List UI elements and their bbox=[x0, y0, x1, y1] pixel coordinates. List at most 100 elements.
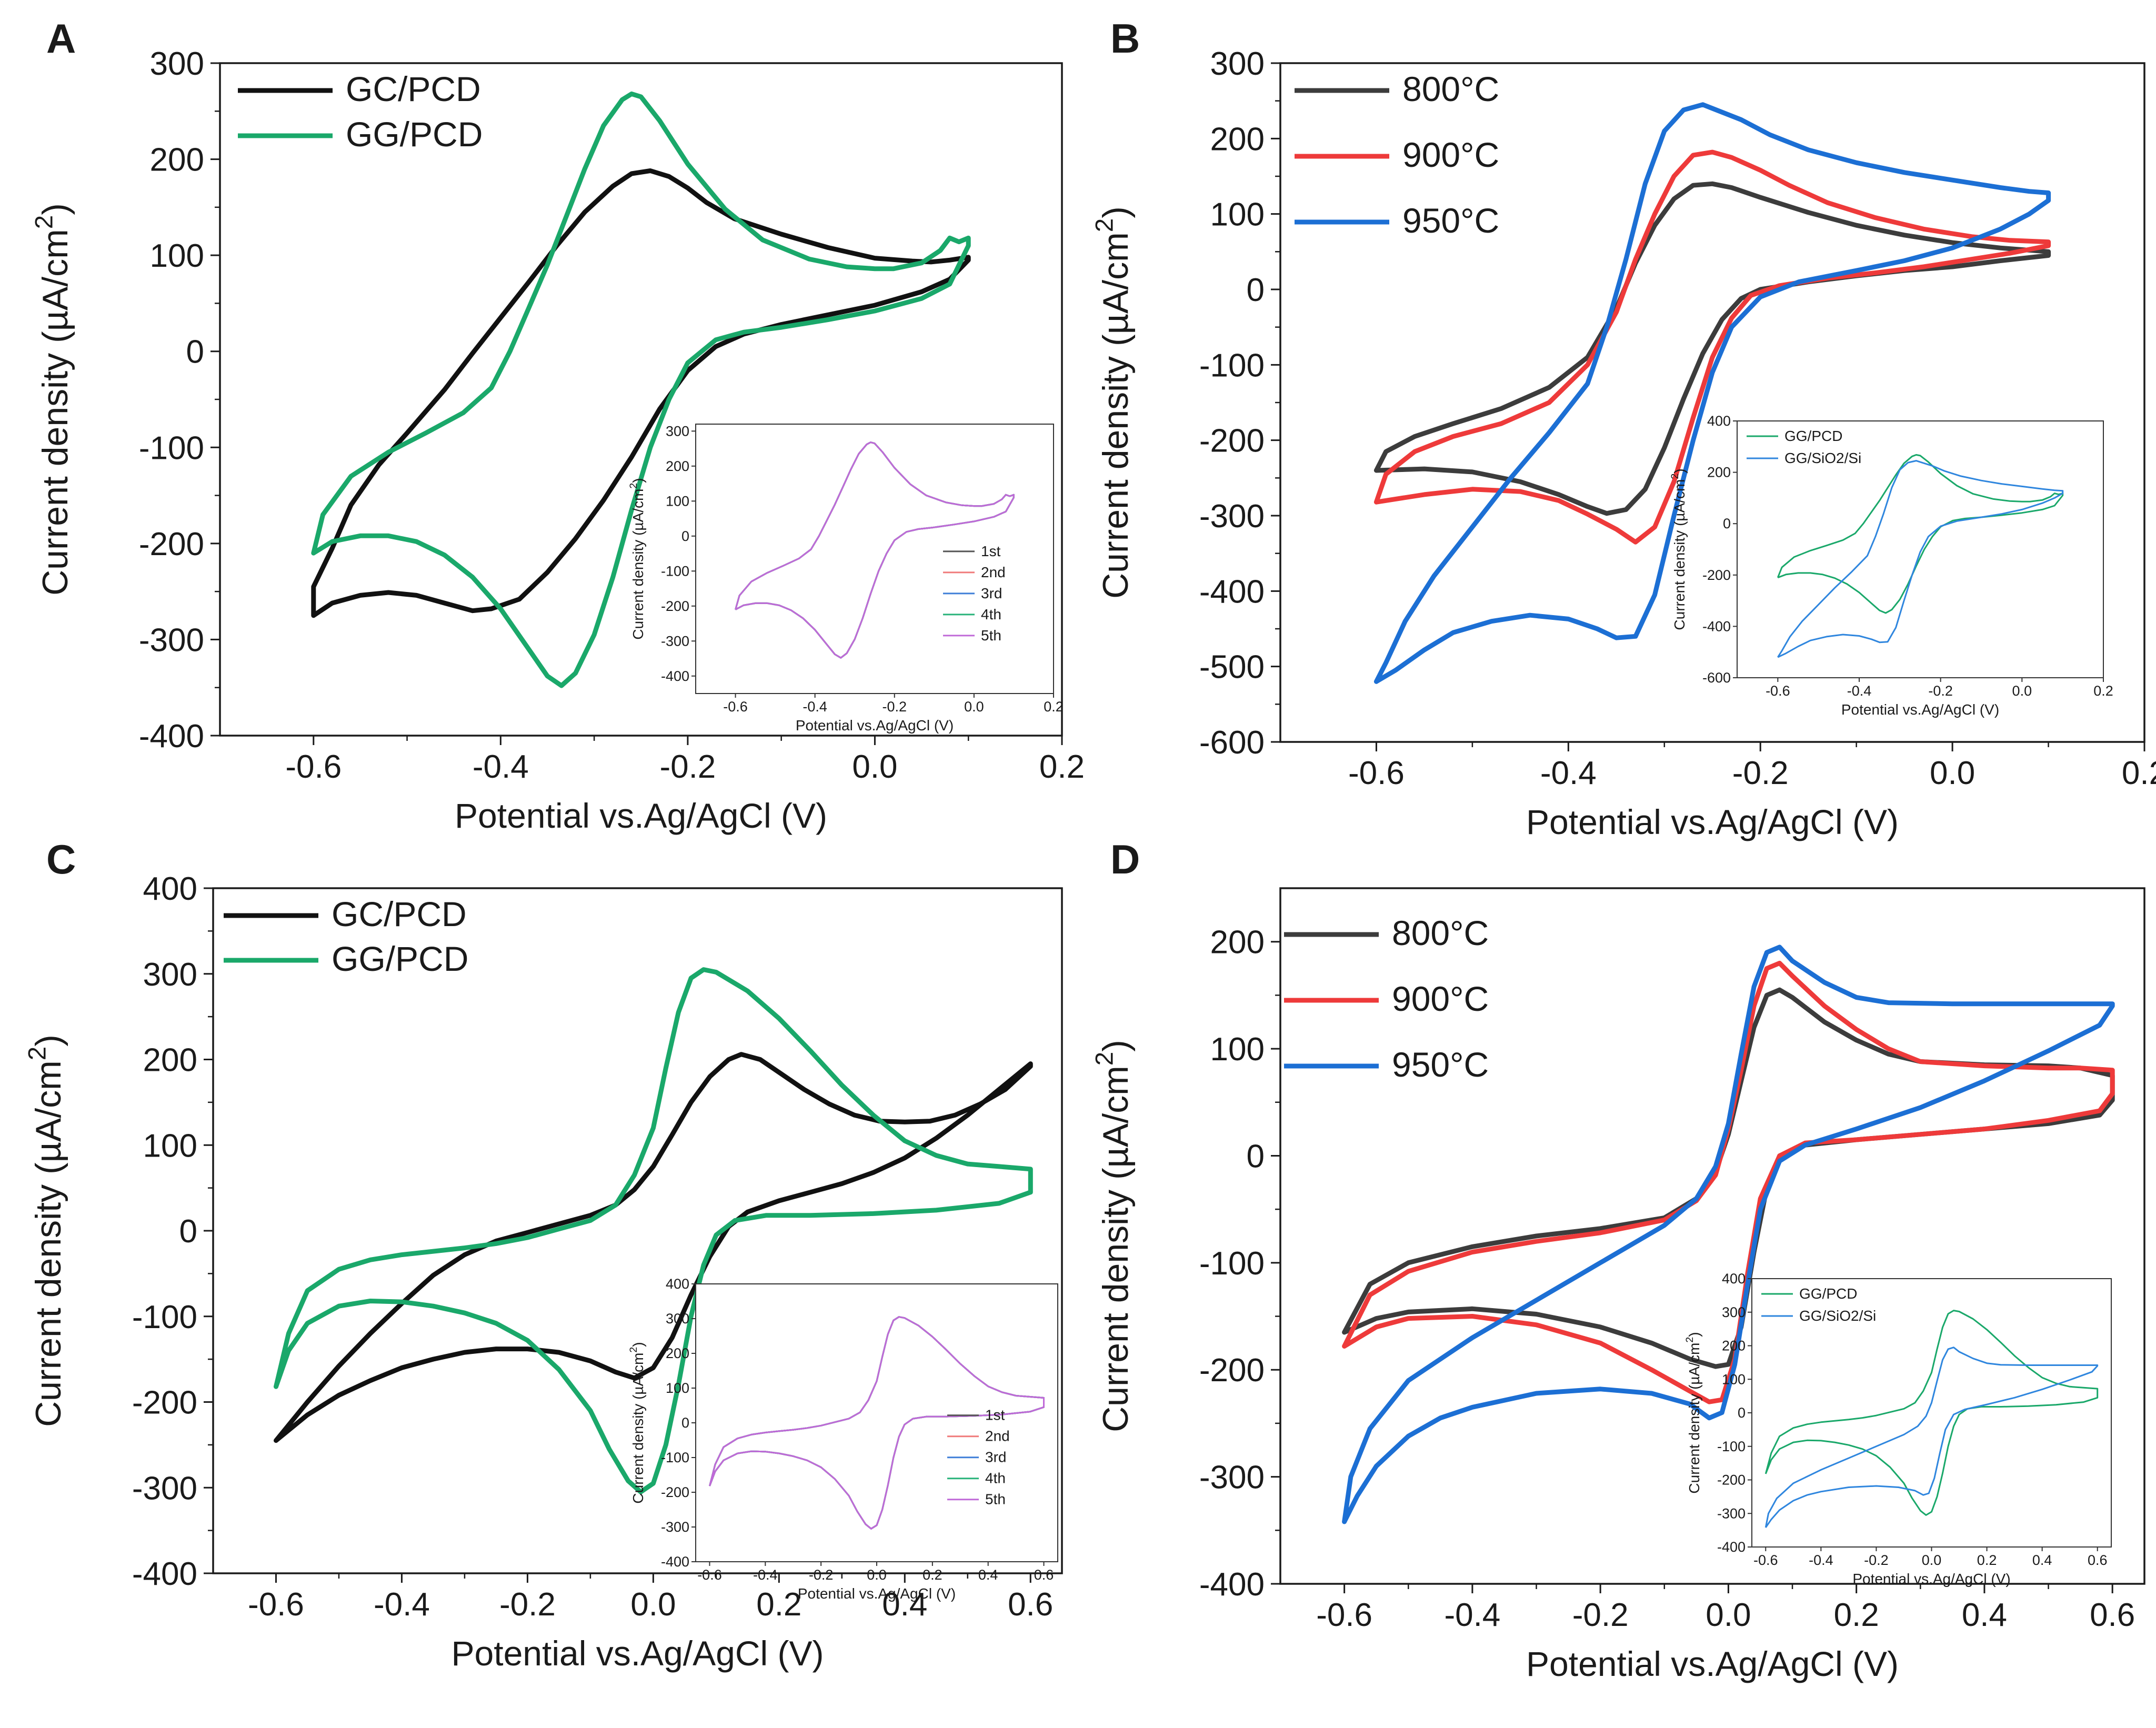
inset-x-tick-label: 0.2 bbox=[922, 1567, 942, 1583]
series-line-GC/PCD bbox=[274, 1052, 1033, 1443]
inset-x-tick-label: -0.6 bbox=[723, 699, 748, 715]
inset-x-tick-label: -0.2 bbox=[1928, 683, 1953, 699]
inset-frame bbox=[1737, 420, 2104, 678]
ylabel-close: ) bbox=[630, 478, 646, 483]
ylabel-close: ) bbox=[28, 1034, 68, 1047]
y-tick-label: 0 bbox=[1247, 272, 1265, 308]
y-axis-label: Current density (µA/cm2) bbox=[23, 1034, 68, 1427]
inset-y-tick-label: 400 bbox=[1707, 413, 1731, 429]
x-tick-label: 0.2 bbox=[1834, 1597, 1879, 1633]
inset-y-tick-label: 300 bbox=[1722, 1304, 1746, 1320]
series-line-GG/PCD bbox=[311, 91, 971, 688]
inset-x-tick-label: -0.2 bbox=[809, 1567, 834, 1583]
ylabel-main: Current density (µA/cm bbox=[630, 1353, 646, 1504]
ylabel-superscript: 2 bbox=[30, 215, 58, 229]
y-axis-label: Current density (µA/cm2) bbox=[1090, 206, 1136, 599]
y-tick-label: -400 bbox=[1199, 574, 1265, 610]
inset-y-tick-label: 200 bbox=[666, 458, 689, 474]
inset-x-tick-label: -0.4 bbox=[753, 1567, 778, 1583]
ylabel-main: Current density (µA/cm bbox=[630, 489, 646, 640]
legend-label: GG/PCD bbox=[332, 939, 468, 978]
y-tick-label: 0 bbox=[179, 1213, 197, 1250]
series-line-GC/PCD bbox=[311, 168, 971, 618]
inset-y-tick-label: 100 bbox=[1722, 1371, 1746, 1387]
x-tick-label: 0.0 bbox=[852, 749, 897, 785]
legend-label: 800°C bbox=[1392, 913, 1489, 952]
inset-y-tick-label: -400 bbox=[1702, 618, 1731, 634]
x-tick-label: -0.2 bbox=[659, 749, 716, 785]
y-tick-label: 100 bbox=[150, 238, 204, 274]
y-axis-label: Current density (µA/cm2) bbox=[30, 203, 75, 596]
panel-label: B bbox=[1110, 15, 1140, 62]
y-tick-label: -300 bbox=[139, 622, 204, 658]
inset-series-GG/SiO2/Si bbox=[1764, 1347, 2099, 1528]
inset-x-tick-label: -0.4 bbox=[1809, 1552, 1833, 1568]
inset-y-tick-label: -400 bbox=[1717, 1539, 1746, 1555]
y-tick-label: -400 bbox=[1199, 1566, 1265, 1603]
y-axis-label: Current density (µA/cm2) bbox=[1090, 1040, 1136, 1432]
ylabel-superscript: 2 bbox=[1090, 1052, 1118, 1066]
inset-frame bbox=[695, 1283, 1058, 1562]
inset-x-tick-label: 0.2 bbox=[1044, 699, 1064, 715]
ylabel-main: Current density (µA/cm bbox=[35, 229, 75, 596]
inset-frame bbox=[695, 424, 1054, 694]
inset-y-tick-label: 0 bbox=[1738, 1405, 1746, 1421]
inset-x-tick-label: -0.4 bbox=[803, 699, 827, 715]
inset-y-tick-label: -600 bbox=[1702, 670, 1731, 686]
ylabel-close: ) bbox=[1671, 468, 1688, 473]
inset-y-tick-label: 200 bbox=[666, 1345, 689, 1361]
legend-label: GC/PCD bbox=[346, 69, 481, 108]
y-tick-label: 100 bbox=[1210, 1031, 1265, 1068]
inset-x-tick-label: 0.0 bbox=[964, 699, 984, 715]
inset-legend-label: 1st bbox=[985, 1407, 1005, 1423]
inset-y-tick-label: -400 bbox=[661, 668, 689, 684]
legend-label: 900°C bbox=[1392, 979, 1489, 1018]
inset-x-tick-label: -0.6 bbox=[697, 1567, 722, 1583]
inset-y-tick-label: 200 bbox=[1707, 465, 1731, 480]
inset-chart: -0.6 -0.4 -0.2 0.0 0.2 0.4 0.6 -400 -300 -200 -100… bbox=[628, 1276, 1058, 1602]
inset-x-tick-label: -0.2 bbox=[883, 699, 907, 715]
ylabel-superscript: 2 bbox=[628, 483, 639, 489]
x-tick-label: -0.2 bbox=[499, 1586, 556, 1623]
y-tick-label: 200 bbox=[1210, 925, 1265, 961]
inset-y-tick-label: -300 bbox=[661, 633, 689, 649]
inset-x-tick-label: 0.2 bbox=[1977, 1552, 1997, 1568]
inset-y-tick-label: 200 bbox=[1722, 1338, 1746, 1354]
series-line-900°C bbox=[1373, 149, 2051, 545]
inset-x-tick-label: -0.2 bbox=[1864, 1552, 1889, 1568]
inset-legend-label: GG/SiO2/Si bbox=[1799, 1308, 1876, 1324]
y-tick-label: 300 bbox=[150, 46, 204, 82]
ylabel-close: ) bbox=[1096, 206, 1136, 218]
inset-legend-label: 5th bbox=[981, 627, 1001, 644]
inset-legend-label: 4th bbox=[981, 606, 1001, 622]
inset-x-axis-label: Potential vs.Ag/AgCl (V) bbox=[1852, 1571, 2010, 1587]
inset-y-tick-label: 300 bbox=[666, 423, 689, 439]
x-axis-label: Potential vs.Ag/AgCl (V) bbox=[455, 796, 827, 835]
y-tick-label: -200 bbox=[1199, 423, 1265, 459]
inset-chart: -0.6 -0.4 -0.2 0.0 0.2 -600 -400 -200 0 200 400 Pot… bbox=[1669, 413, 2113, 718]
ylabel-superscript: 2 bbox=[628, 1347, 639, 1353]
inset-y-tick-label: -200 bbox=[1702, 567, 1731, 583]
inset-y-tick-label: -300 bbox=[1717, 1505, 1746, 1521]
y-tick-label: -400 bbox=[132, 1556, 197, 1592]
series-line-GG/PCD bbox=[274, 967, 1033, 1494]
inset-legend-label: 2nd bbox=[981, 564, 1006, 580]
inset-series-5th bbox=[709, 1316, 1045, 1530]
inset-y-tick-label: 0 bbox=[681, 528, 689, 544]
y-tick-label: -400 bbox=[139, 718, 204, 755]
x-tick-label: -0.6 bbox=[1316, 1597, 1372, 1633]
y-tick-label: -200 bbox=[1199, 1352, 1265, 1389]
ylabel-superscript: 2 bbox=[1669, 474, 1681, 479]
inset-x-tick-label: 0.6 bbox=[1034, 1567, 1054, 1583]
legend-label: 950°C bbox=[1392, 1045, 1489, 1084]
inset-frame bbox=[1751, 1278, 2112, 1548]
y-tick-label: 200 bbox=[1210, 121, 1265, 157]
x-tick-label: 0.0 bbox=[1706, 1597, 1751, 1633]
inset-y-tick-label: 0 bbox=[1723, 516, 1731, 531]
x-tick-label: -0.6 bbox=[248, 1586, 304, 1623]
y-tick-label: 100 bbox=[1210, 197, 1265, 233]
inset-x-axis-label: Potential vs.Ag/AgCl (V) bbox=[796, 717, 954, 734]
x-tick-label: -0.4 bbox=[473, 749, 529, 785]
inset-x-tick-label: -0.4 bbox=[1847, 683, 1872, 699]
